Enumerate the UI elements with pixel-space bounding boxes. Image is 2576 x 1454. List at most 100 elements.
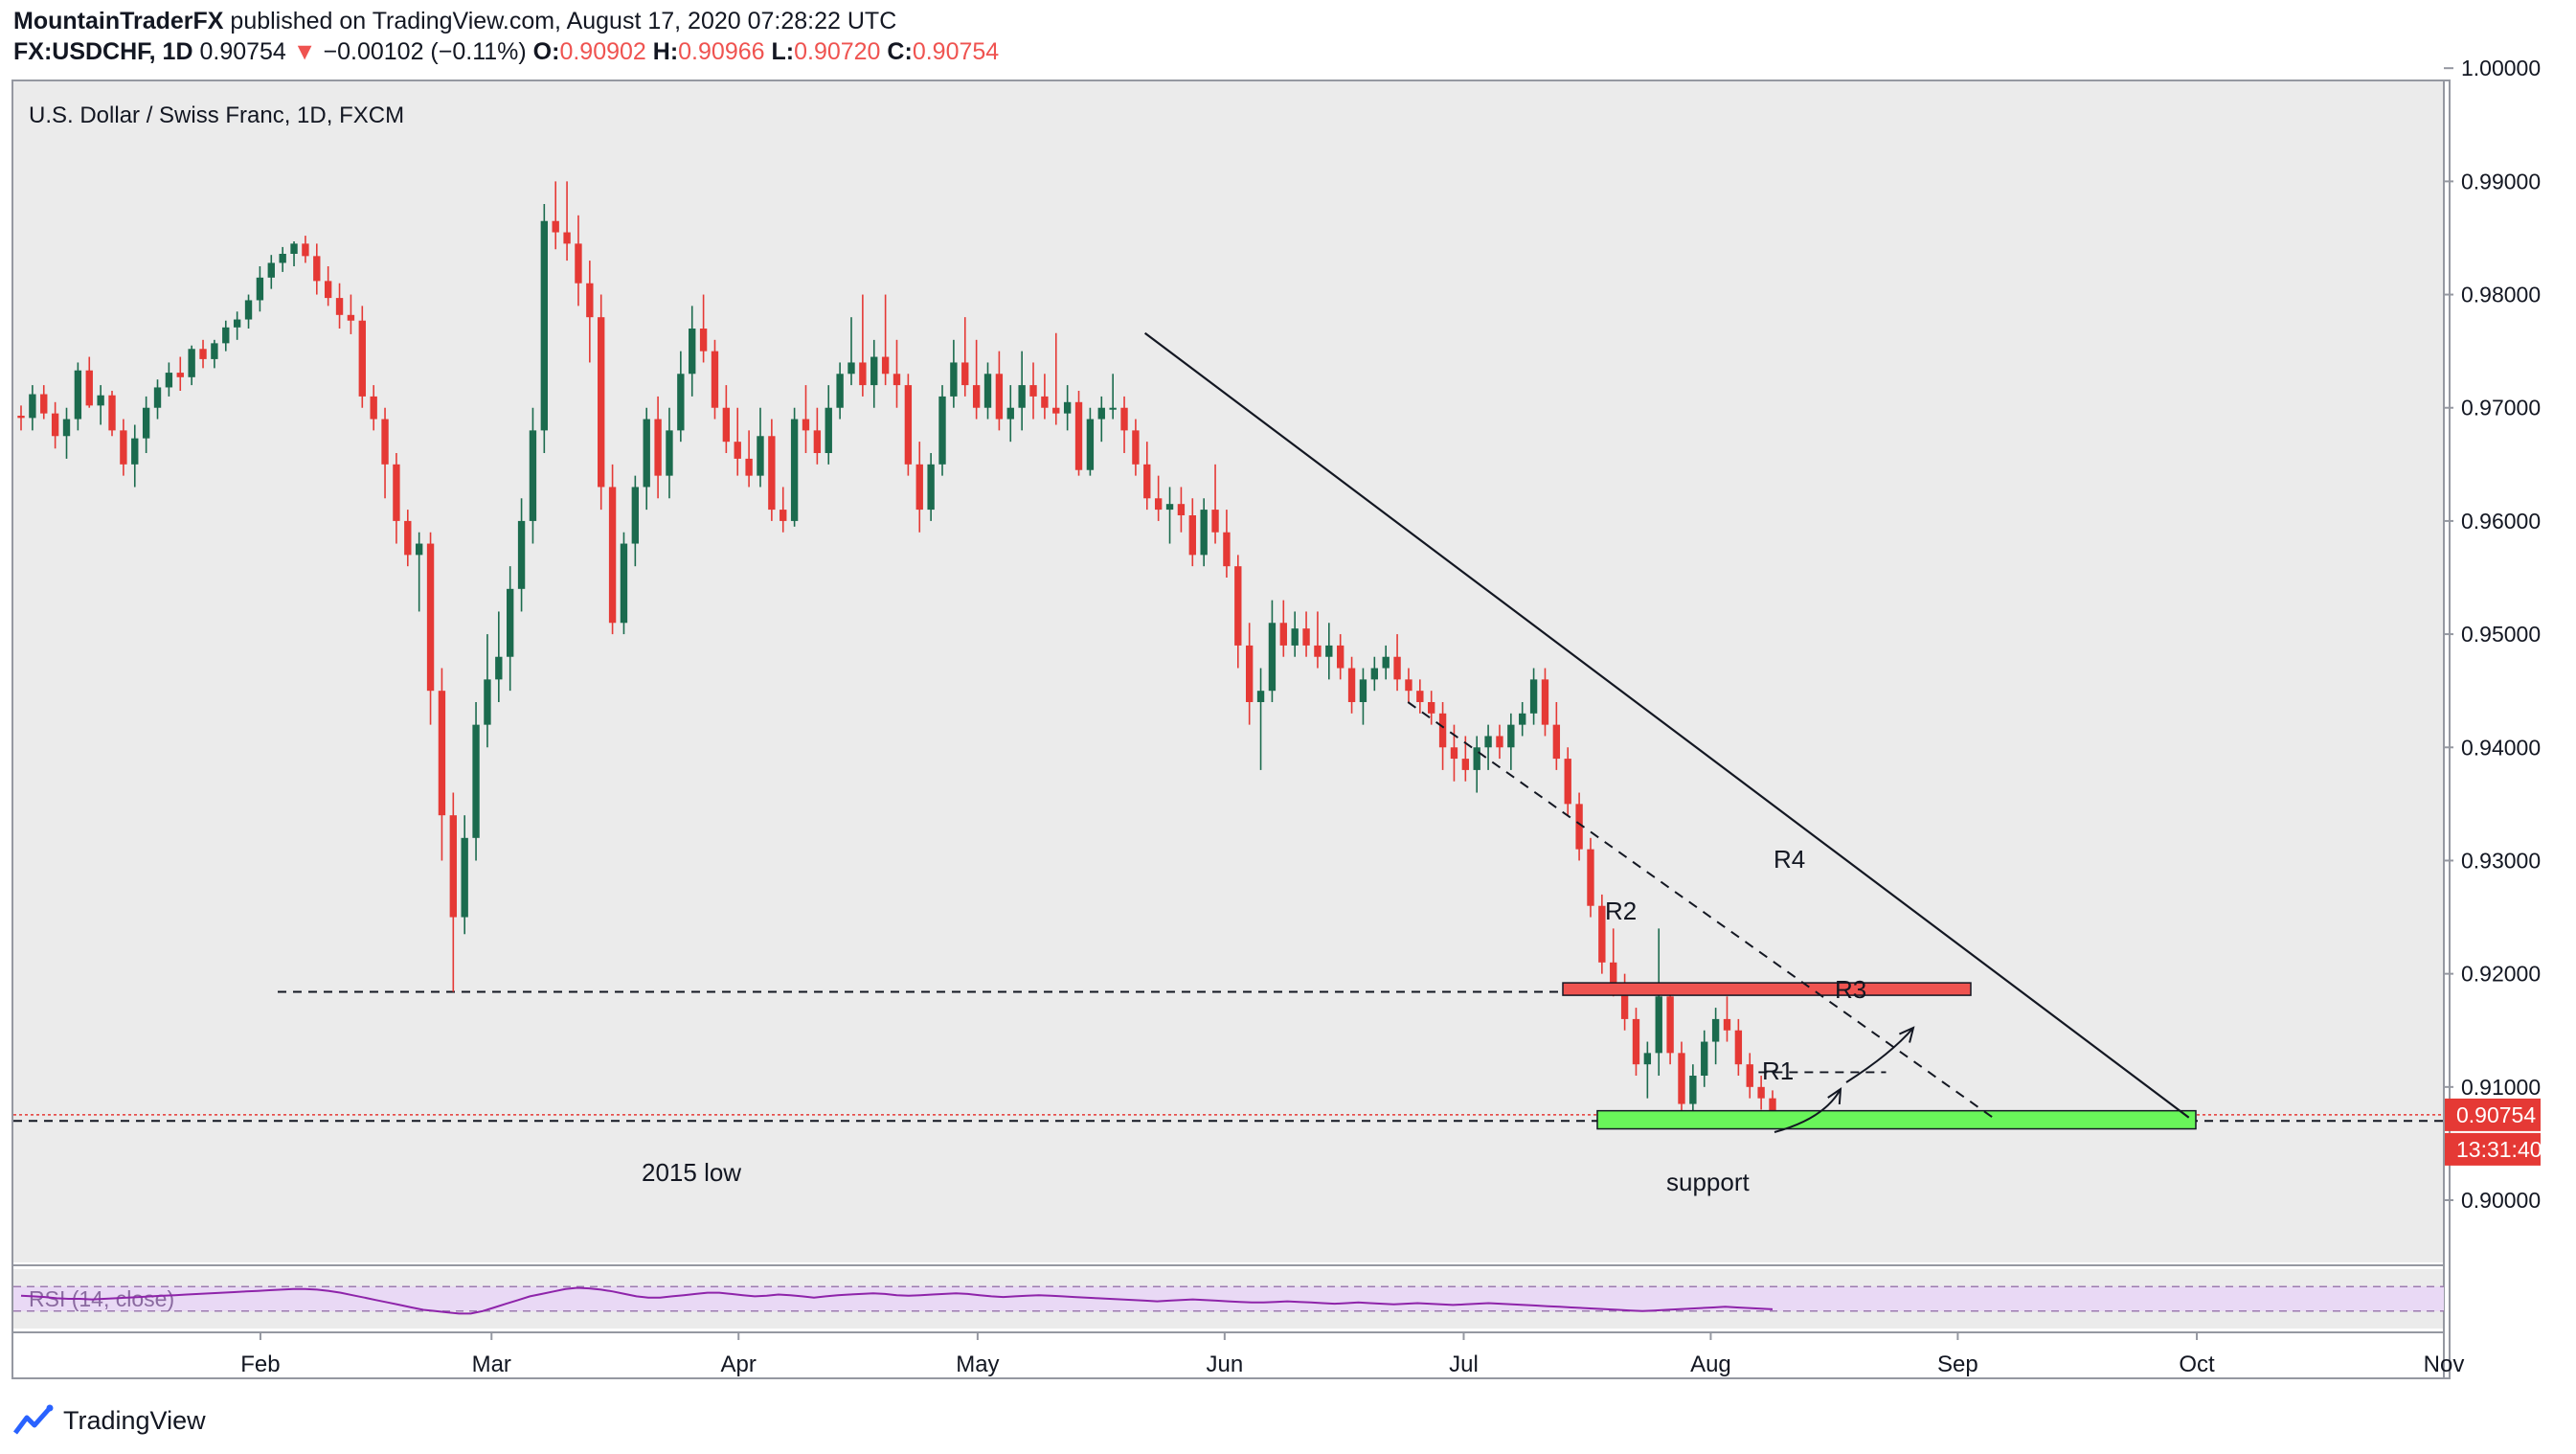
candle-body — [484, 679, 491, 725]
candle-body — [176, 373, 184, 377]
candle-body — [188, 349, 195, 377]
candle-body — [416, 543, 423, 556]
candle-body — [1575, 804, 1583, 850]
candle-body — [1438, 713, 1447, 748]
candle-body — [598, 317, 605, 488]
candle-body — [677, 374, 685, 431]
candle-body — [1598, 905, 1606, 963]
candle-body — [153, 387, 162, 408]
candle-body — [540, 220, 549, 431]
candle-body — [1746, 1064, 1753, 1087]
candle-body — [74, 370, 82, 420]
candle-body — [1393, 656, 1401, 680]
candle-body — [1347, 668, 1356, 702]
publish-text: published on TradingView.com, August 17,… — [223, 8, 897, 34]
candle-body — [1711, 1018, 1720, 1042]
r1-label: R1 — [1762, 1056, 1794, 1085]
candle-body — [324, 281, 332, 299]
candle-body — [120, 430, 127, 465]
symbol-label: FX:USDCHF, 1D — [13, 38, 193, 65]
candles-layer — [17, 181, 1776, 1122]
candle-body — [1507, 724, 1515, 748]
y-tick-label: 0.93000 — [2461, 848, 2541, 873]
candle-body — [461, 837, 468, 918]
candle-body — [1519, 713, 1526, 725]
candle-body — [1620, 985, 1629, 1019]
change-down-icon: ▼ — [292, 38, 317, 65]
candle-body — [1325, 645, 1333, 657]
candle-body — [1200, 510, 1208, 556]
candle-body — [1041, 396, 1049, 408]
candle-body — [335, 298, 344, 315]
candle-body — [745, 458, 753, 476]
candle-body — [780, 510, 787, 521]
resistance-zone — [1562, 982, 1972, 996]
candle-body — [1109, 407, 1117, 410]
tradingview-logo[interactable]: TradingView — [13, 1404, 206, 1437]
price-axis[interactable]: 1.00000 0.99000 0.98000 0.97000 0.96000 0.950… — [2444, 56, 2541, 1213]
candle-body — [370, 396, 377, 420]
candle-body — [1154, 498, 1163, 511]
last-price-tag-text: 0.90754 — [2456, 1102, 2536, 1127]
drawings-layer — [1143, 331, 2197, 1133]
x-tick-label: Mar — [472, 1352, 511, 1377]
candle-body — [1279, 623, 1287, 646]
candle-body — [1018, 385, 1026, 408]
high-label: H: — [652, 38, 679, 65]
candle-body — [1461, 759, 1470, 770]
price-pane[interactable] — [13, 81, 2444, 1262]
open-label: O: — [532, 38, 560, 65]
candle-body — [1450, 747, 1458, 760]
r4-trendline — [1143, 331, 2190, 1119]
candle-body — [1382, 656, 1390, 669]
time-axis[interactable]: Feb Mar Apr May Jun Jul Aug Sep Oct Nov — [240, 1332, 2464, 1377]
support-zone — [1596, 1109, 2197, 1130]
candle-body — [1701, 1041, 1708, 1076]
candle-body — [1496, 736, 1503, 748]
projection-arrow-short-head — [1827, 1087, 1842, 1105]
x-tick-label: Jun — [1206, 1352, 1243, 1377]
candle-body — [256, 277, 264, 301]
candle-body — [1211, 510, 1219, 533]
candle-body — [1234, 566, 1242, 646]
publish-info: MountainTraderFX published on TradingVie… — [13, 8, 896, 35]
last-price: 0.90754 — [199, 38, 286, 65]
candle-body — [689, 329, 696, 375]
chart-title: U.S. Dollar / Swiss Franc, 1D, FXCM — [29, 102, 404, 128]
high-value: 0.90966 — [678, 38, 765, 65]
candle-body — [507, 588, 514, 657]
candle-body — [529, 430, 537, 521]
candle-body — [881, 356, 890, 375]
countdown-tag-text: 13:31:40 — [2456, 1137, 2542, 1162]
candle-body — [302, 243, 309, 257]
author-name[interactable]: MountainTraderFX — [13, 8, 224, 34]
y-tick-label: 0.98000 — [2461, 283, 2541, 307]
candle-body — [757, 436, 764, 476]
candle-body — [449, 815, 457, 918]
candle-body — [381, 419, 389, 465]
candle-body — [1428, 702, 1435, 714]
candle-body — [1723, 1018, 1731, 1031]
y-tick-label: 0.97000 — [2461, 396, 2541, 420]
candle-body — [995, 374, 1004, 420]
y-tick-label: 0.91000 — [2461, 1075, 2541, 1100]
candle-body — [1473, 747, 1480, 770]
candle-body — [1541, 679, 1549, 725]
r4-label: R4 — [1774, 845, 1805, 874]
candle-body — [1666, 996, 1674, 1054]
candle-body — [1405, 679, 1412, 692]
candle-body — [1529, 679, 1538, 714]
y-tick-label: 0.94000 — [2461, 735, 2541, 760]
low-2015-label: 2015 low — [642, 1158, 741, 1187]
candle-body — [950, 362, 958, 397]
brand-name: TradingView — [63, 1405, 206, 1435]
candle-body — [631, 487, 640, 544]
candle-body — [279, 254, 286, 263]
candle-body — [358, 320, 366, 397]
candle-body — [1165, 504, 1174, 511]
candle-body — [1610, 962, 1617, 986]
x-tick-label: Sep — [1937, 1352, 1978, 1377]
candle-body — [734, 442, 741, 459]
candle-body — [1632, 1018, 1640, 1065]
